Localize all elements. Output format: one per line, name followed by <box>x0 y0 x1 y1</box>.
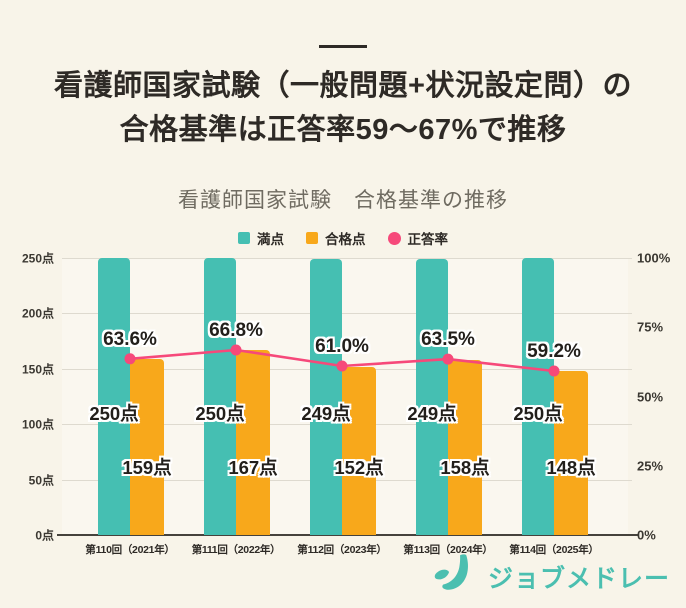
left-axis-tick: 100点 <box>21 417 54 432</box>
bar-gokakuten <box>236 349 270 535</box>
rate-value-label: 66.8% <box>209 319 263 341</box>
rate-point <box>124 353 136 365</box>
chart-legend: 満点 合格点 正答率 <box>0 228 686 248</box>
chart-title: 看護師国家試験 合格基準の推移 <box>178 189 508 212</box>
gokakuten-value-label: 152点 <box>334 457 384 478</box>
rate-point <box>548 365 560 377</box>
x-axis-category-label: 第112回（2023年） <box>297 544 387 556</box>
manten-value-label: 249点 <box>301 403 351 424</box>
x-axis-category-label: 第114回（2025年） <box>509 544 599 556</box>
left-axis-tick: 200点 <box>21 306 54 321</box>
left-axis-tick: 0点 <box>35 528 54 543</box>
jobmedley-logo-text: ジョブメドレー <box>487 565 670 593</box>
legend-item-2: 正答率 <box>387 228 449 248</box>
rate-point <box>442 353 454 365</box>
x-axis-line <box>57 534 638 536</box>
gokakuten-value-label: 159点 <box>122 457 172 478</box>
x-axis-category-label: 第113回（2024年） <box>403 544 493 556</box>
gokakuten-value-label: 148点 <box>546 457 596 478</box>
manten-value-label: 249点 <box>407 403 457 424</box>
bar-gokakuten <box>342 366 376 535</box>
legend-label: 満点 <box>257 232 284 247</box>
legend-circle-swatch <box>387 231 401 245</box>
bar-manten <box>204 258 236 535</box>
rate-point <box>336 360 348 372</box>
right-axis-tick: 100% <box>637 250 671 266</box>
main-title-line1: 看護師国家試験（一般問題+状況設定問）の <box>54 70 632 102</box>
legend-square-swatch <box>238 232 250 244</box>
legend-label: 正答率 <box>407 232 449 247</box>
rate-line-layer <box>124 344 560 377</box>
legend-item-0: 満点 <box>238 228 284 248</box>
bar-manten <box>416 259 448 535</box>
rate-point <box>230 344 242 356</box>
manten-value-label: 250点 <box>195 403 245 424</box>
left-axis-tick: 50点 <box>28 473 54 488</box>
legend-item-1: 合格点 <box>306 228 366 248</box>
right-axis-tick: 75% <box>637 319 664 335</box>
decorative-dash <box>319 45 367 48</box>
x-axis-category-label: 第110回（2021年） <box>85 544 175 556</box>
left-axis-tick: 250点 <box>21 251 54 266</box>
gokakuten-value-label: 167点 <box>228 457 278 478</box>
gridline <box>62 313 632 315</box>
jobmedley-logo-icon <box>434 554 468 590</box>
plot-area: 0点 50点 100点 150点 200点 250点 0% 25% 50% 75% 100% 63.6… <box>22 251 670 557</box>
bar-manten <box>310 259 342 535</box>
right-axis-tick: 0% <box>637 527 656 543</box>
bar-gokakuten <box>448 359 482 535</box>
rate-value-label: 63.5% <box>421 329 475 351</box>
bar-manten <box>522 258 554 535</box>
right-axis-tick: 50% <box>637 389 664 404</box>
main-title-line2: 合格基準は正答率59～67%で推移 <box>119 114 567 146</box>
manten-value-label: 250点 <box>513 403 563 424</box>
bar-manten <box>98 258 130 535</box>
bar-gokakuten <box>130 358 164 535</box>
rate-value-label: 61.0% <box>315 336 369 358</box>
rate-value-label: 63.6% <box>103 328 157 350</box>
bar-gokakuten <box>554 371 588 535</box>
legend-square-swatch <box>306 232 318 244</box>
gokakuten-value-label: 158点 <box>440 457 490 478</box>
right-axis-tick: 25% <box>637 458 664 474</box>
left-axis-tick: 150点 <box>21 362 54 377</box>
gridline <box>62 258 632 259</box>
x-axis-category-label: 第111回（2022年） <box>191 544 281 556</box>
manten-value-label: 250点 <box>89 403 139 424</box>
main-title: 看護師国家試験（一般問題+状況設定問）の 合格基準は正答率59～67%で推移 <box>0 64 686 152</box>
brand-logo: ジョブメドレー <box>433 554 670 600</box>
legend-label: 合格点 <box>325 232 366 247</box>
rate-value-label: 59.2% <box>527 341 581 363</box>
